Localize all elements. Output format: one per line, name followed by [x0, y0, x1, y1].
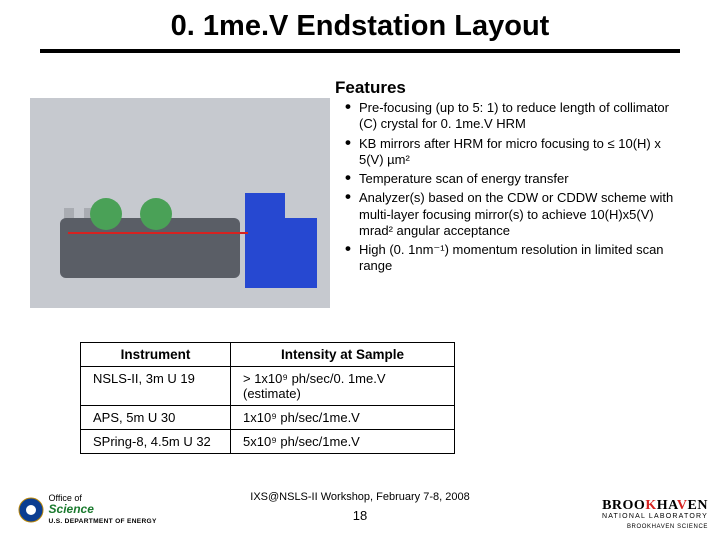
diagram-beam-line	[68, 232, 248, 234]
table-cell: APS, 5m U 30	[81, 406, 231, 430]
feature-text: KB mirrors after HRM for micro focusing …	[359, 136, 661, 167]
table-header: Intensity at Sample	[231, 343, 455, 367]
doe-text: U.S. DEPARTMENT OF ENERGY	[49, 518, 157, 525]
bnl-science: BROOKHAVEN SCIENCE	[602, 524, 708, 530]
diagram-detector-block	[245, 218, 317, 288]
endstation-diagram	[30, 98, 330, 318]
feature-text: Analyzer(s) based on the CDW or CDDW sch…	[359, 190, 673, 238]
table-cell: NSLS-II, 3m U 19	[81, 367, 231, 406]
table-cell: 5x10⁹ ph/sec/1me.V	[231, 430, 455, 454]
slide-title: 0. 1me.V Endstation Layout	[0, 0, 720, 43]
table-cell: 1x10⁹ ph/sec/1me.V	[231, 406, 455, 430]
bnl-name: BROOKHAVEN	[602, 499, 708, 513]
intensity-table: Instrument Intensity at Sample NSLS-II, …	[80, 342, 455, 454]
diagram-analyzer	[140, 198, 172, 230]
doe-seal-icon	[18, 497, 44, 523]
diagram-analyzer	[90, 198, 122, 230]
feature-text: Temperature scan of energy transfer	[359, 171, 569, 186]
feature-text: Pre-focusing (up to 5: 1) to reduce leng…	[359, 100, 669, 131]
table-header-row: Instrument Intensity at Sample	[81, 343, 455, 367]
table-cell: > 1x10⁹ ph/sec/0. 1me.V (estimate)	[231, 367, 455, 406]
table-row: SPring-8, 4.5m U 32 5x10⁹ ph/sec/1me.V	[81, 430, 455, 454]
doe-logo: Office of Science U.S. DEPARTMENT OF ENE…	[18, 494, 157, 526]
table-cell: SPring-8, 4.5m U 32	[81, 430, 231, 454]
title-underline	[40, 49, 680, 53]
bnl-subtitle: NATIONAL LABORATORY	[602, 513, 708, 520]
bnl-logo: BROOKHAVEN NATIONAL LABORATORY BROOKHAVE…	[602, 499, 708, 530]
feature-text: High (0. 1nm⁻¹) momentum resolution in l…	[359, 242, 664, 273]
science-text: Science	[49, 502, 94, 516]
feature-item: Temperature scan of energy transfer	[345, 171, 685, 187]
table-row: APS, 5m U 30 1x10⁹ ph/sec/1me.V	[81, 406, 455, 430]
feature-item: High (0. 1nm⁻¹) momentum resolution in l…	[345, 242, 685, 275]
features-list: Pre-focusing (up to 5: 1) to reduce leng…	[345, 100, 685, 278]
feature-item: KB mirrors after HRM for micro focusing …	[345, 136, 685, 169]
diagram-detector-block	[245, 193, 285, 223]
table-header: Instrument	[81, 343, 231, 367]
feature-item: Analyzer(s) based on the CDW or CDDW sch…	[345, 190, 685, 239]
table-row: NSLS-II, 3m U 19 > 1x10⁹ ph/sec/0. 1me.V…	[81, 367, 455, 406]
features-heading: Features	[335, 78, 406, 98]
feature-item: Pre-focusing (up to 5: 1) to reduce leng…	[345, 100, 685, 133]
